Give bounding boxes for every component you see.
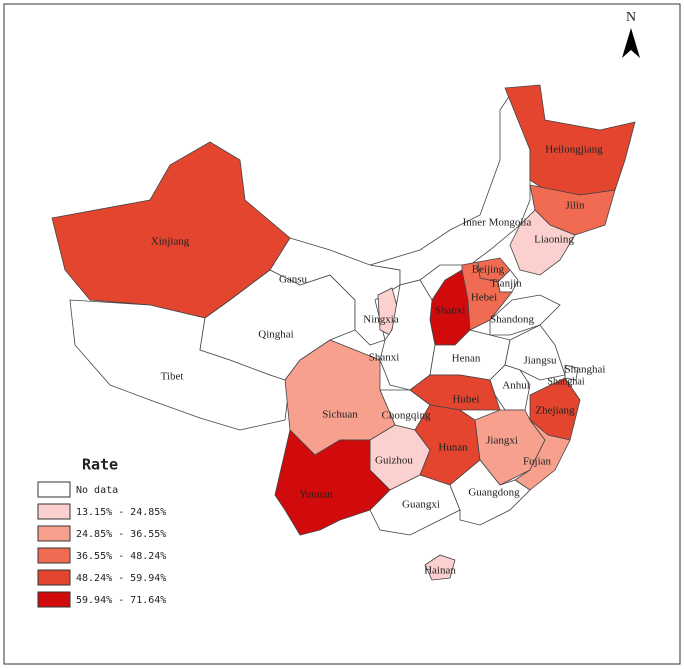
- legend-label: 59.94% - 71.64%: [76, 595, 166, 606]
- region-label: Jiangxi: [486, 435, 518, 447]
- region-label: Liaoning: [534, 234, 574, 246]
- region: [489, 294, 561, 336]
- region-label: Fujian: [523, 456, 552, 468]
- legend-label: 36.55% - 48.24%: [76, 551, 166, 562]
- region-label: Tibet: [161, 371, 184, 383]
- region-label: Hainan: [424, 565, 456, 577]
- legend-swatch: [37, 481, 71, 498]
- region: [449, 459, 531, 526]
- region-label: Inner Mongolia: [463, 217, 532, 229]
- region-label: Jiangsu: [524, 355, 558, 367]
- region: [509, 209, 576, 276]
- legend-swatch: [37, 525, 71, 542]
- legend-title: Rate: [82, 456, 118, 474]
- region-label: Guangdong: [468, 487, 520, 499]
- region-label: Gansu: [279, 274, 308, 286]
- legend-swatch: [37, 591, 71, 608]
- region-label: Shanxi: [435, 305, 466, 317]
- region-label: Heilongjiang: [545, 144, 603, 156]
- region-label: Shanghai: [565, 364, 606, 376]
- legend-label: 13.15% - 24.85%: [76, 507, 166, 518]
- legend-label: 48.24% - 59.94%: [76, 573, 166, 584]
- region: [424, 554, 456, 581]
- region-label: Xinjiang: [151, 236, 190, 248]
- region-label: Qinghai: [258, 329, 293, 341]
- region: [489, 364, 531, 411]
- region: [379, 279, 436, 391]
- region: [564, 364, 579, 381]
- region-label: Hebei: [471, 292, 497, 304]
- legend-label: 24.85% - 36.55%: [76, 529, 166, 540]
- region-label: Henan: [452, 353, 481, 365]
- legend-swatch: [37, 547, 71, 564]
- region-label: Beijing: [472, 264, 505, 276]
- region-label: Hunan: [438, 442, 468, 454]
- region-label: Hubei: [453, 394, 480, 406]
- region-label: Ningxia: [363, 314, 399, 326]
- region-label: Shanghai: [547, 376, 584, 387]
- north-label: N: [626, 10, 636, 25]
- region: [504, 84, 636, 196]
- legend-label: No data: [76, 485, 118, 496]
- legend-swatch: [37, 569, 71, 586]
- region-label: Guizhou: [375, 455, 413, 467]
- region-label: Sichuan: [322, 409, 358, 421]
- region-label: Tianjin: [490, 278, 522, 290]
- north-arrow: [622, 28, 640, 58]
- region-label: Zhejiang: [535, 405, 575, 417]
- region-label: Guangxi: [402, 499, 440, 511]
- region-label: Chongqing: [382, 410, 431, 422]
- region-label: Jilin: [566, 200, 585, 212]
- region-label: Shandong: [490, 314, 535, 326]
- legend-swatch: [37, 503, 71, 520]
- region-label: Anhui: [502, 380, 530, 392]
- region-label: Shanxi: [369, 352, 400, 364]
- region-label: Yunnan: [299, 489, 333, 501]
